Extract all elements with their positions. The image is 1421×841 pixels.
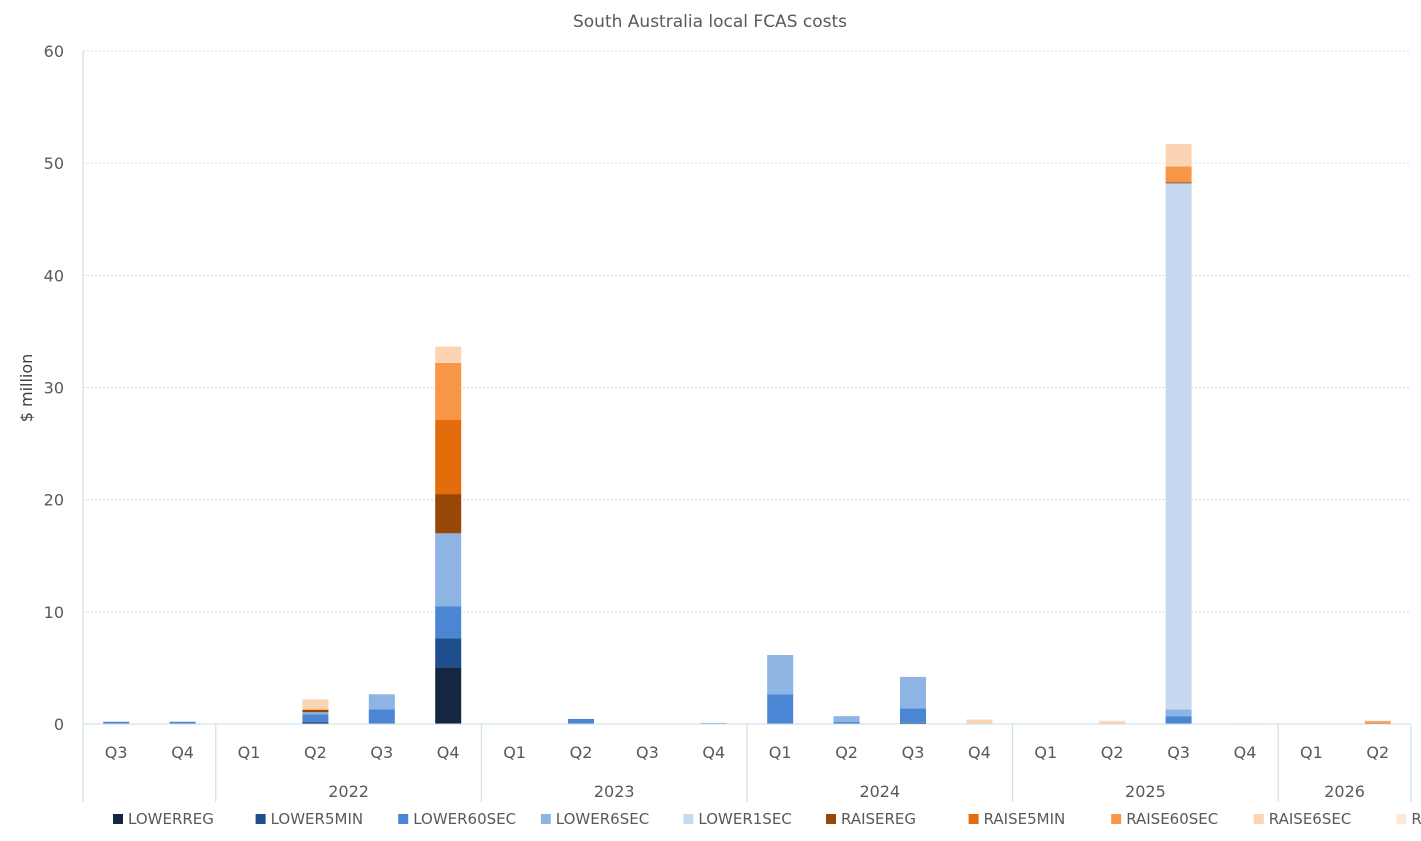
legend-swatch <box>398 814 409 824</box>
y-tick-label: 30 <box>44 379 64 398</box>
bar-segment <box>435 606 462 639</box>
y-tick-label: 50 <box>44 154 64 173</box>
x-tick-label: Q2 <box>835 743 858 762</box>
x-tick-label: Q4 <box>968 743 991 762</box>
year-group-label: 2022 <box>328 782 369 801</box>
legend-label: LOWER1SEC <box>698 810 791 828</box>
bar-segment <box>435 362 462 421</box>
bar-segment <box>900 722 926 724</box>
y-tick-label: 60 <box>44 42 64 61</box>
bar-segment <box>568 718 594 724</box>
legend-swatch <box>1111 814 1122 824</box>
x-tick-label: Q2 <box>1366 743 1389 762</box>
legend-label: RAISE6SEC <box>1269 810 1352 828</box>
x-tick-label: Q4 <box>702 743 725 762</box>
year-group-label: 2025 <box>1125 782 1166 801</box>
x-axis: Q3 Q4 Q1 Q2 Q3 Q4 Q1 Q2 Q3 Q4 Q1 Q2 Q3 Q4 Q1 Q2 Q3 Q4 Q1 Q2… <box>82 51 1412 802</box>
bar-segment <box>302 699 329 710</box>
legend-label: RAISE1SEC <box>1411 810 1421 828</box>
y-tick-label: 20 <box>44 491 64 510</box>
legend-label: LOWER6SEC <box>556 810 649 828</box>
legend: LOWERREG LOWER5MIN LOWER60SEC LOWER6SEC LOWE… <box>113 810 1421 828</box>
legend-swatch <box>683 814 694 824</box>
bar-segment <box>767 655 794 695</box>
y-axis-ticks: 0 10 20 30 40 50 60 <box>44 42 64 734</box>
bar-segment <box>1165 716 1192 724</box>
legend-swatch <box>1253 814 1264 824</box>
bar-segment <box>1165 182 1192 184</box>
x-tick-label: Q1 <box>503 743 526 762</box>
y-axis-label: $ million <box>17 354 36 423</box>
legend-swatch <box>826 814 836 824</box>
bar-segment <box>302 712 329 715</box>
bar-stacks <box>103 144 1391 725</box>
bar-segment <box>900 676 926 709</box>
bar-segment <box>302 709 329 713</box>
bar-segment <box>1165 183 1192 710</box>
legend-label: LOWERREG <box>128 810 214 828</box>
y-tick-label: 10 <box>44 603 64 622</box>
bar-segment <box>1099 720 1126 722</box>
bar-segment <box>1364 722 1391 724</box>
legend-label: LOWER5MIN <box>271 810 364 828</box>
bar-segment <box>1364 720 1391 722</box>
legend-swatch <box>1396 814 1407 824</box>
bar-segment <box>900 708 926 723</box>
bar-segment <box>368 694 395 710</box>
bar-segment <box>169 721 196 724</box>
y-tick-label: 0 <box>54 715 64 734</box>
x-tick-label: Q3 <box>902 743 925 762</box>
bar-segment <box>435 667 462 724</box>
bar-segment <box>435 494 462 534</box>
x-tick-label: Q2 <box>1101 743 1124 762</box>
legend-label: RAISE60SEC <box>1126 810 1218 828</box>
bar-segment <box>368 709 395 724</box>
bar-segment <box>435 420 462 495</box>
x-tick-label: Q3 <box>636 743 659 762</box>
legend-swatch <box>540 814 551 824</box>
bar-segment <box>435 638 462 668</box>
bar-segment <box>1364 721 1391 723</box>
bar-segment <box>700 722 727 724</box>
legend-label: RAISE5MIN <box>984 810 1066 828</box>
bar-segment <box>435 533 462 607</box>
legend-label: RAISEREG <box>841 810 916 828</box>
x-tick-label: Q1 <box>1034 743 1057 762</box>
x-tick-label: Q2 <box>570 743 593 762</box>
x-tick-label: Q3 <box>105 743 128 762</box>
bar-segment <box>1165 166 1192 183</box>
bar-segment <box>1165 709 1192 717</box>
year-group-label: 2023 <box>594 782 635 801</box>
y-tick-label: 40 <box>44 266 64 285</box>
x-tick-label: Q4 <box>171 743 194 762</box>
bar-segment <box>302 722 329 724</box>
chart-title: South Australia local FCAS costs <box>573 12 847 32</box>
year-group-label: 2026 <box>1324 782 1365 801</box>
x-tick-label: Q1 <box>238 743 261 762</box>
x-tick-label: Q3 <box>1167 743 1190 762</box>
bar-segment <box>833 721 860 724</box>
bar-segment <box>966 719 993 724</box>
legend-label: LOWER60SEC <box>413 810 516 828</box>
bar-segment <box>302 709 329 711</box>
x-tick-label: Q1 <box>1300 743 1323 762</box>
year-group-label: 2024 <box>859 782 900 801</box>
gridlines <box>83 50 1411 613</box>
legend-swatch <box>113 814 123 824</box>
bar-segment <box>1099 721 1126 724</box>
bar-segment <box>302 714 329 723</box>
x-tick-label: Q2 <box>304 743 327 762</box>
legend-swatch <box>255 814 266 824</box>
x-tick-label: Q4 <box>437 743 460 762</box>
bar-segment <box>1165 144 1192 167</box>
x-tick-label: Q1 <box>769 743 792 762</box>
x-tick-label: Q4 <box>1234 743 1257 762</box>
bar-segment <box>767 694 794 724</box>
bar-segment <box>103 721 130 724</box>
x-tick-label: Q3 <box>370 743 393 762</box>
bar-segment <box>833 716 860 722</box>
legend-swatch <box>968 814 979 824</box>
bar-segment <box>435 346 462 363</box>
